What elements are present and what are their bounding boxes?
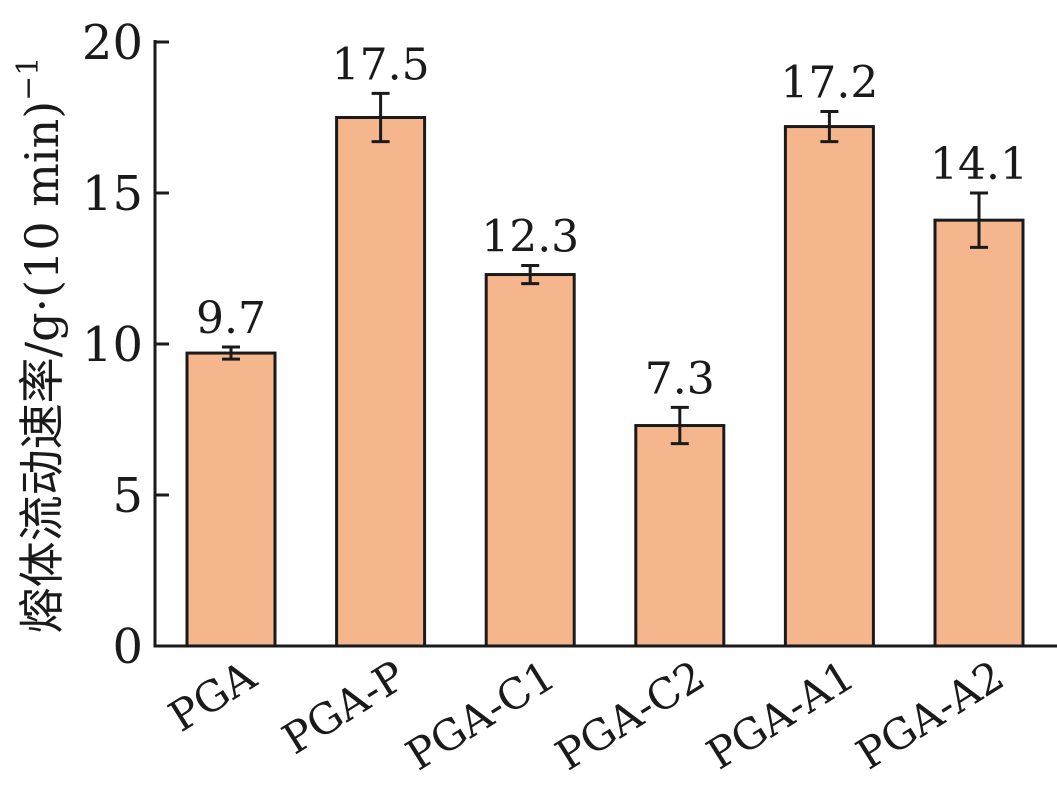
y-tick-label: 20 [82, 15, 143, 71]
axes [153, 40, 1057, 648]
y-tick-labels: 0 5 10 15 20 [82, 15, 143, 675]
error-bar-pga [222, 345, 240, 361]
y-tick-label: 10 [82, 317, 143, 373]
x-tick-label-pga-c1: PGA-C1 [397, 651, 563, 780]
value-label-pga-a2: 14.1 [930, 139, 1028, 190]
bar-pga-a1 [783, 125, 875, 648]
error-bar-pga-a2 [970, 191, 988, 249]
value-label-pga: 9.7 [196, 293, 266, 344]
bar-pga-c2 [634, 424, 726, 648]
x-tick-label-pga: PGA [160, 651, 265, 742]
y-axis-label: 熔体流动速率/g·(10 min)−1 [11, 57, 69, 634]
value-labels: 9.7 17.5 12.3 7.3 17.2 14.1 [196, 39, 1028, 404]
x-tick-label-pga-a1: PGA-A1 [698, 651, 863, 779]
y-tick-label: 0 [112, 619, 143, 675]
bar-pga-a2 [933, 218, 1025, 648]
x-tick-label-pga-p: PGA-P [274, 651, 414, 764]
x-tick-label-pga-a2: PGA-A2 [848, 651, 1013, 779]
value-label-pga-p: 17.5 [332, 39, 430, 90]
value-label-pga-c2: 7.3 [645, 353, 715, 404]
bar-pga-p [335, 116, 427, 648]
error-bar-pga-c1 [521, 263, 540, 286]
error-bar-pga-a1 [820, 109, 839, 144]
x-tick-label-pga-c2: PGA-C2 [547, 651, 713, 780]
y-tick-label: 5 [112, 468, 143, 524]
bar-pga [185, 351, 277, 648]
error-bar-pga-p [371, 91, 390, 144]
bars [185, 116, 1025, 648]
bar-pga-c1 [484, 273, 576, 648]
y-tick-label: 15 [82, 166, 143, 222]
error-bars [222, 91, 988, 446]
value-label-pga-c1: 12.3 [481, 211, 579, 262]
value-label-pga-a1: 17.2 [780, 57, 878, 108]
error-bar-pga-c2 [670, 405, 689, 446]
